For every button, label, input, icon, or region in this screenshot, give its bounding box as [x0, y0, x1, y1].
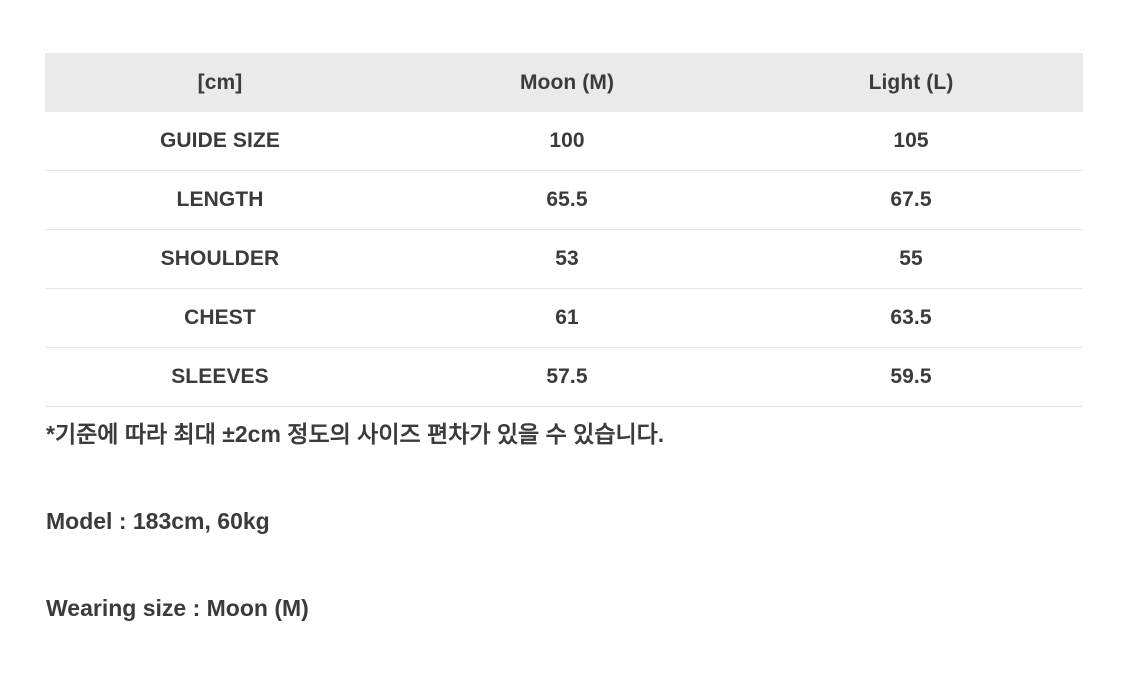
row-label-shoulder: SHOULDER — [45, 229, 395, 289]
cell-chest-m: 61 — [395, 288, 739, 348]
cell-shoulder-l: 55 — [739, 229, 1083, 289]
row-label-chest: CHEST — [45, 288, 395, 348]
table-row: GUIDE SIZE 100 105 — [45, 112, 1083, 171]
table-row: CHEST 61 63.5 — [45, 288, 1083, 348]
cell-guide-size-m: 100 — [395, 112, 739, 171]
row-label-sleeves: SLEEVES — [45, 347, 395, 407]
header-light-l: Light (L) — [739, 53, 1083, 112]
note-wearing-size: Wearing size : Moon (M) — [46, 594, 309, 621]
size-guide-notes: *기준에 따라 최대 ±2cm 정도의 사이즈 편차가 있을 수 있습니다. M… — [46, 420, 1086, 622]
cell-sleeves-m: 57.5 — [395, 347, 739, 407]
header-moon-m: Moon (M) — [395, 53, 739, 112]
cell-shoulder-m: 53 — [395, 229, 739, 289]
cell-length-m: 65.5 — [395, 170, 739, 230]
row-label-guide-size: GUIDE SIZE — [45, 112, 395, 171]
cell-guide-size-l: 105 — [739, 112, 1083, 171]
cell-sleeves-l: 59.5 — [739, 347, 1083, 407]
header-unit: [cm] — [45, 53, 395, 112]
size-chart-table: [cm] Moon (M) Light (L) GUIDE SIZE 100 1… — [45, 53, 1083, 407]
cell-length-l: 67.5 — [739, 170, 1083, 230]
size-chart-body: GUIDE SIZE 100 105 LENGTH 65.5 67.5 SHOU… — [45, 112, 1083, 407]
note-model-info: Model : 183cm, 60kg — [46, 507, 270, 534]
size-chart-header: [cm] Moon (M) Light (L) — [45, 53, 1083, 112]
table-row: SHOULDER 53 55 — [45, 229, 1083, 289]
table-header-row: [cm] Moon (M) Light (L) — [45, 53, 1083, 112]
table-row: LENGTH 65.5 67.5 — [45, 170, 1083, 230]
row-label-length: LENGTH — [45, 170, 395, 230]
table-row: SLEEVES 57.5 59.5 — [45, 347, 1083, 407]
cell-chest-l: 63.5 — [739, 288, 1083, 348]
note-size-deviation-disclaimer: *기준에 따라 최대 ±2cm 정도의 사이즈 편차가 있을 수 있습니다. — [46, 421, 665, 447]
